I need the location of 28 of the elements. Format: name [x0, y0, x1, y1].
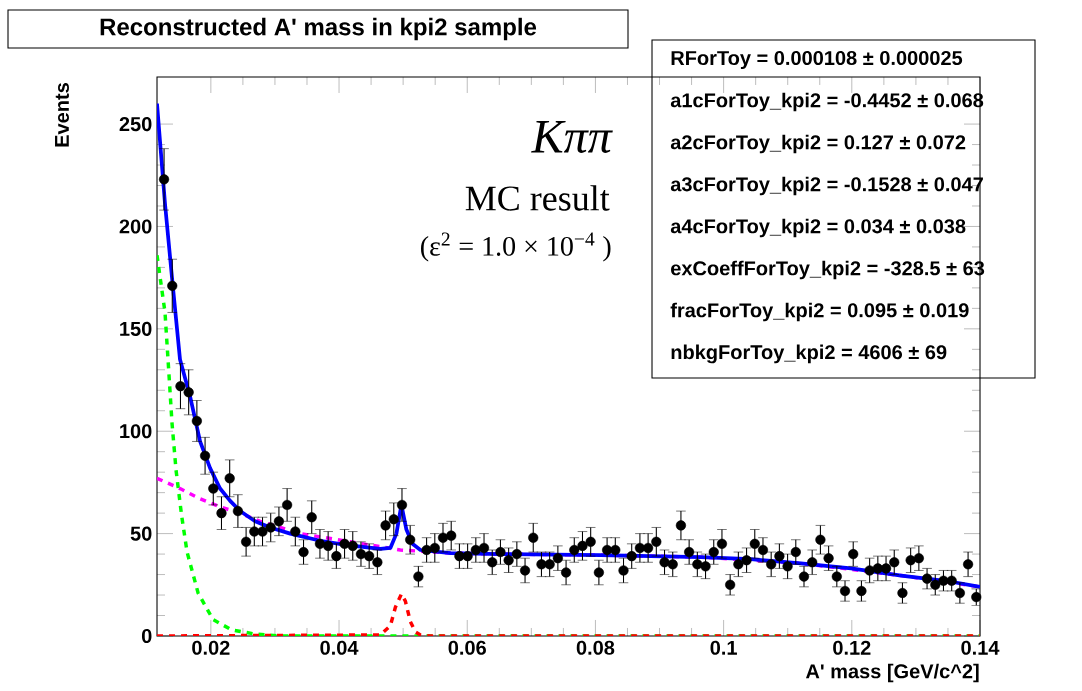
y-tick-label: 100: [120, 424, 152, 439]
annotation: exCoeffForToy_kpi2 = -328.5 ± 63: [671, 260, 985, 280]
y-tick-label: 200: [119, 219, 152, 234]
y-tick-label: 250: [119, 117, 152, 132]
line-series: [157, 592, 981, 636]
x-tick-label: 0.04: [320, 640, 359, 655]
text: RForToy = 0.000108 ± 0.000025: [671, 50, 963, 70]
x-tick-label: 0.14: [961, 640, 1000, 655]
x-axis-title: A' mass [GeV/c^2]: [805, 663, 979, 683]
annotation: Kππ: [531, 121, 613, 153]
annotation: a3cForToy_kpi2 = -0.1528 ± 0.047: [670, 176, 983, 196]
chart-title: Reconstructed A' mass in kpi2 sample: [100, 17, 537, 41]
annotation: (ε$^{2}$ = 1.0 × 10$^{−4}$ ): [421, 232, 611, 262]
x-tick-label: 0.06: [448, 640, 486, 655]
annotation: a2cForToy_kpi2 = 0.127 ± 0.072: [670, 134, 966, 154]
annotation: a4cForToy_kpi2 = 0.034 ± 0.038: [670, 218, 966, 238]
annotation: nbkgForToy_kpi2 = 4606 ± 69: [671, 344, 947, 364]
x-tick-label: 0.08: [576, 640, 615, 655]
y-tick-label: 50: [130, 526, 152, 541]
y-axis-title: Events: [55, 83, 69, 147]
annotation: fracForToy_kpi2 = 0.095 ± 0.019: [670, 302, 969, 322]
y-tick-label: 0: [141, 628, 152, 644]
x-tick-label: 0.12: [833, 640, 871, 655]
x-tick-label: 0.02: [192, 640, 230, 655]
y-tick-label: 150: [120, 321, 152, 336]
annotation: a1cForToy_kpi2 = -0.4452 ± 0.068: [670, 92, 984, 112]
x-tick-label: 0.1: [710, 640, 737, 655]
annotation: MC result: [465, 185, 610, 211]
